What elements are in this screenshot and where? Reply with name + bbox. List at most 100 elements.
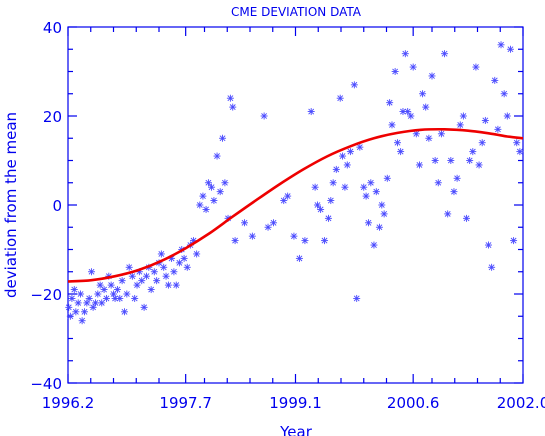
data-point xyxy=(311,183,319,191)
data-point xyxy=(466,157,474,164)
data-point xyxy=(339,152,347,160)
data-point xyxy=(441,50,449,58)
data-point xyxy=(459,112,467,120)
data-point xyxy=(510,237,518,245)
y-tick-label: −40 xyxy=(30,375,62,393)
data-point xyxy=(113,286,121,294)
data-point xyxy=(183,263,191,271)
data-point xyxy=(153,277,161,285)
data-point xyxy=(367,179,375,187)
y-axis: −40 −20 0 20 40 xyxy=(30,19,523,393)
data-point xyxy=(364,219,372,227)
data-point xyxy=(162,272,170,280)
x-tick-label: 2002.0 xyxy=(497,394,545,412)
data-point xyxy=(329,179,337,187)
data-point xyxy=(375,223,383,231)
data-point xyxy=(96,281,104,289)
data-point xyxy=(422,103,430,111)
data-point xyxy=(409,63,417,71)
data-point xyxy=(332,165,340,173)
fit-series xyxy=(67,127,524,283)
data-point xyxy=(503,112,511,120)
data-point xyxy=(80,308,88,316)
data-point xyxy=(343,161,351,169)
data-point xyxy=(98,299,106,307)
data-point xyxy=(317,205,325,213)
data-point xyxy=(386,99,394,107)
data-point xyxy=(444,210,452,218)
data-point xyxy=(341,183,349,191)
data-point xyxy=(307,108,315,116)
data-point xyxy=(65,303,73,311)
data-point xyxy=(404,108,412,116)
data-point xyxy=(128,272,136,280)
data-point xyxy=(428,72,436,80)
x-axis: 1996.2 1997.7 1999.1 2000.6 2002.0 xyxy=(42,27,545,412)
data-point xyxy=(378,201,386,209)
data-point xyxy=(362,192,370,200)
data-point xyxy=(72,308,80,316)
x-tick-label: 2000.6 xyxy=(387,394,440,412)
data-point xyxy=(475,161,483,169)
x-tick-label: 1997.7 xyxy=(159,394,212,412)
data-point xyxy=(313,201,321,209)
data-point xyxy=(516,148,524,156)
data-point xyxy=(336,94,344,102)
data-point xyxy=(199,192,207,200)
scatter-series xyxy=(65,41,524,325)
data-point xyxy=(370,241,378,249)
data-point xyxy=(150,268,158,276)
data-point xyxy=(133,281,141,289)
data-point xyxy=(94,290,102,298)
data-point xyxy=(264,223,272,231)
data-point xyxy=(204,179,212,187)
data-point xyxy=(407,112,415,120)
data-point xyxy=(469,148,477,156)
data-point xyxy=(434,179,442,187)
data-point xyxy=(500,90,508,98)
data-point xyxy=(160,263,168,271)
data-point xyxy=(321,237,329,245)
data-point xyxy=(415,161,423,169)
data-point xyxy=(66,312,74,320)
data-point xyxy=(118,277,126,285)
data-point xyxy=(147,286,155,294)
fit-curve xyxy=(67,127,524,283)
chart-title: CME DEVIATION DATA xyxy=(231,5,362,19)
data-point xyxy=(164,281,172,289)
data-point xyxy=(170,268,178,276)
data-point xyxy=(229,103,237,111)
y-axis-label: deviation from the mean xyxy=(2,112,20,298)
data-point xyxy=(290,232,298,240)
data-point xyxy=(138,277,146,285)
data-point xyxy=(219,134,227,142)
data-point xyxy=(172,281,180,289)
data-point xyxy=(456,121,464,129)
data-point xyxy=(193,250,201,258)
y-tick-label: 0 xyxy=(52,197,62,215)
data-point xyxy=(478,139,486,147)
data-point xyxy=(491,76,499,84)
data-point xyxy=(497,41,505,49)
x-tick-label: 1996.2 xyxy=(42,394,95,412)
data-point xyxy=(175,259,183,267)
data-point xyxy=(412,130,420,138)
data-point xyxy=(202,205,210,213)
y-tick-label: 20 xyxy=(43,108,62,126)
data-point xyxy=(116,294,124,302)
plot-frame xyxy=(67,26,524,384)
data-point xyxy=(226,94,234,102)
data-point xyxy=(78,317,86,325)
data-point xyxy=(372,188,380,196)
x-tick-label: 1999.1 xyxy=(269,394,322,412)
data-point xyxy=(107,281,115,289)
data-point xyxy=(77,290,85,298)
data-point xyxy=(488,263,496,271)
data-point xyxy=(484,241,492,249)
data-point xyxy=(102,294,110,302)
data-point xyxy=(85,294,93,302)
data-point xyxy=(123,290,131,298)
data-point xyxy=(180,254,188,262)
y-tick-label: −20 xyxy=(30,286,62,304)
